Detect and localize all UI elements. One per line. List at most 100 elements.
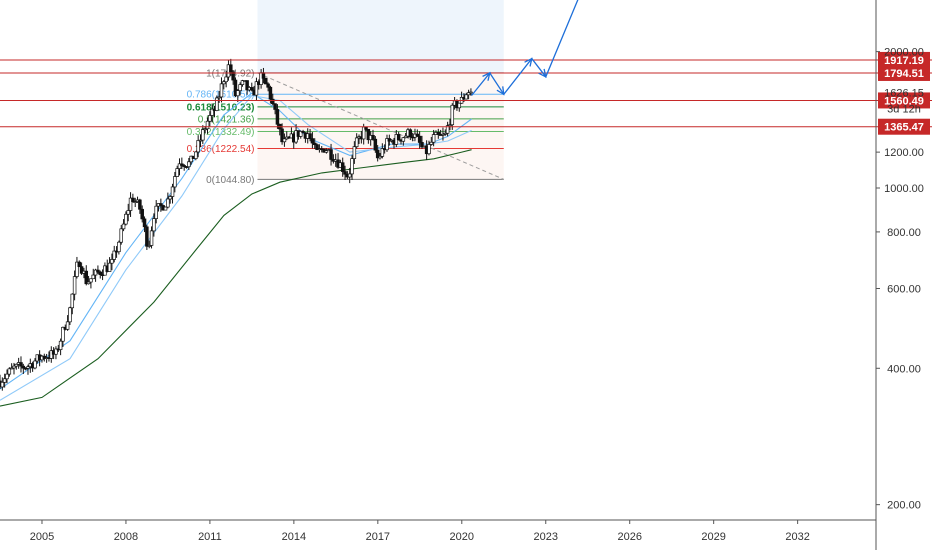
candle — [420, 135, 424, 149]
candle — [373, 136, 378, 153]
candle-body — [131, 197, 135, 202]
candle-body — [308, 133, 312, 139]
candle — [417, 131, 422, 149]
candle — [54, 346, 58, 360]
candle — [93, 268, 98, 282]
candle — [119, 225, 123, 245]
candle — [408, 128, 413, 141]
candle-body — [431, 134, 436, 143]
price-level-value: 1794.51 — [884, 68, 924, 80]
candle-body — [401, 137, 406, 142]
candle — [245, 80, 249, 95]
candle-body — [448, 124, 452, 127]
candle — [238, 82, 242, 96]
price-level-badge[interactable]: 1794.51 — [878, 64, 930, 81]
candle-body — [154, 205, 158, 219]
candle-body — [266, 83, 270, 88]
candle — [354, 133, 359, 149]
candle-body — [403, 135, 408, 139]
candle — [19, 356, 23, 373]
candle-body — [133, 201, 137, 203]
candle-body — [240, 80, 245, 85]
candle — [415, 129, 420, 138]
candle — [210, 103, 214, 123]
candle — [89, 278, 93, 289]
price-level-value: 1917.19 — [884, 55, 924, 67]
candle — [401, 137, 406, 146]
candle-body — [415, 133, 420, 137]
candle — [12, 362, 16, 375]
candle-body — [233, 79, 238, 97]
candle — [236, 89, 240, 103]
candle — [380, 143, 385, 159]
candle-body — [229, 64, 233, 73]
candle — [315, 143, 319, 151]
candle-body — [72, 276, 77, 295]
candle-body — [469, 91, 473, 94]
candle — [175, 165, 179, 177]
candle — [385, 134, 389, 152]
candle-body — [378, 156, 382, 159]
price-level-badge[interactable]: 1365.47 — [878, 118, 930, 135]
candle — [219, 77, 224, 103]
candle — [194, 151, 198, 161]
candle-body — [366, 128, 371, 141]
candle — [240, 79, 245, 87]
candle — [61, 326, 65, 347]
candle-body — [250, 87, 254, 91]
candle — [340, 157, 345, 177]
candle — [70, 293, 75, 315]
candle — [198, 134, 203, 148]
candle — [469, 88, 473, 96]
y-tick-label: 1000.00 — [884, 183, 924, 195]
candle-body — [91, 274, 96, 280]
candle-body — [121, 223, 126, 230]
fib-level-label: 0.236(1222.54) — [187, 144, 255, 155]
candle-body — [145, 226, 149, 247]
candle-body — [33, 360, 37, 369]
candle-body — [23, 367, 28, 370]
candle-body — [387, 138, 392, 142]
candle-body — [408, 129, 413, 138]
candle-body — [208, 115, 212, 122]
candle-body — [380, 148, 385, 157]
candle-body — [128, 197, 133, 211]
candle-body — [140, 208, 144, 220]
price-level-badge[interactable]: 1560.49 — [878, 92, 930, 109]
candle — [233, 77, 238, 98]
candle-body — [170, 186, 175, 197]
candle — [222, 80, 226, 90]
projection-arrowhead — [482, 71, 491, 81]
candle — [189, 155, 193, 165]
candle-body — [142, 218, 147, 228]
candle-body — [93, 269, 98, 276]
candle-body — [222, 81, 226, 85]
candle-body — [184, 166, 189, 168]
candle — [375, 145, 380, 162]
candle — [445, 121, 450, 137]
current-price-value: 1626.15 — [884, 87, 924, 99]
candle-body — [224, 76, 228, 83]
x-tick-label: 2008 — [114, 531, 138, 543]
candle — [177, 158, 182, 176]
y-tick-label: 400.00 — [887, 363, 921, 375]
candle — [98, 270, 102, 279]
candle — [140, 205, 144, 223]
candle — [264, 77, 268, 85]
candle — [91, 268, 96, 280]
candle-body — [324, 150, 329, 153]
candle-body — [264, 77, 268, 85]
candle — [266, 82, 270, 92]
fib-trend-line[interactable] — [257, 72, 504, 180]
projection-path[interactable] — [471, 0, 580, 96]
candle — [431, 129, 436, 147]
candle-body — [96, 269, 100, 273]
candle — [112, 245, 116, 263]
price-level-badge[interactable]: 1917.19 — [878, 51, 930, 68]
candle-body — [58, 340, 63, 350]
projection-arrow-path[interactable] — [471, 0, 580, 96]
candle-body — [168, 196, 172, 200]
